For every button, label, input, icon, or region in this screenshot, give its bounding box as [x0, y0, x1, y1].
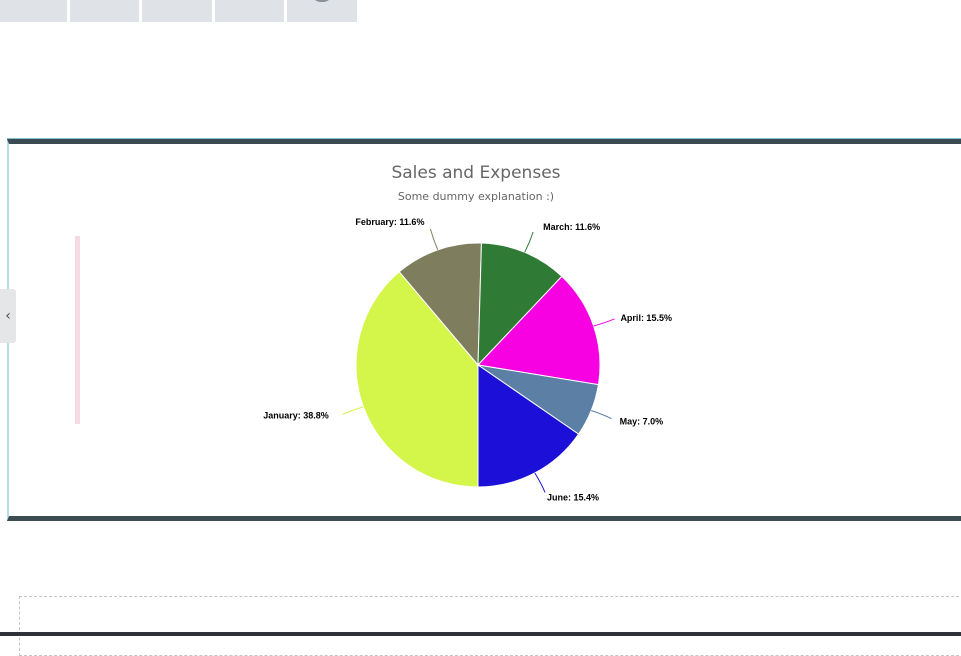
- slice-label-february: February: 11.6%: [355, 217, 424, 227]
- slice-label-may: May: 7.0%: [620, 417, 664, 427]
- pie-slice-april[interactable]: [476, 275, 601, 386]
- pie-slice-february[interactable]: [398, 242, 482, 367]
- pie-slice-january[interactable]: [355, 271, 479, 488]
- chart-subtitle: Some dummy explanation :): [397, 190, 555, 203]
- label-connector-february: [429, 228, 439, 251]
- tab-handle-icon: [311, 0, 333, 2]
- pie-chart: January: 38.8% February: 11.6% March: 11.6…: [263, 217, 672, 502]
- bottom-edge: [0, 632, 961, 636]
- top-tab-2[interactable]: [70, 0, 139, 22]
- slice-label-june: June: 15.4%: [547, 492, 599, 502]
- label-connector-april: [593, 318, 615, 327]
- label-connector-may: [591, 410, 612, 420]
- top-tab-3[interactable]: [142, 0, 212, 22]
- chart-title: Sales and Expenses: [391, 163, 561, 183]
- side-accent-bar: [75, 236, 80, 424]
- slice-label-march: March: 11.6%: [543, 222, 600, 232]
- label-connector-march: [524, 231, 534, 253]
- chevron-left-icon: ‹: [5, 308, 11, 324]
- top-tab-4[interactable]: [215, 0, 284, 22]
- label-connector-january: [342, 406, 364, 415]
- slice-label-april: April: 15.5%: [620, 313, 672, 323]
- collapse-panel-button[interactable]: ‹: [0, 289, 16, 343]
- top-tab-5[interactable]: [287, 0, 357, 22]
- drop-zone[interactable]: [19, 596, 961, 656]
- pie-slice-june[interactable]: [477, 364, 580, 488]
- slice-label-january: January: 38.8%: [263, 410, 329, 420]
- top-tab-1[interactable]: [0, 0, 67, 22]
- label-connector-june: [534, 472, 546, 493]
